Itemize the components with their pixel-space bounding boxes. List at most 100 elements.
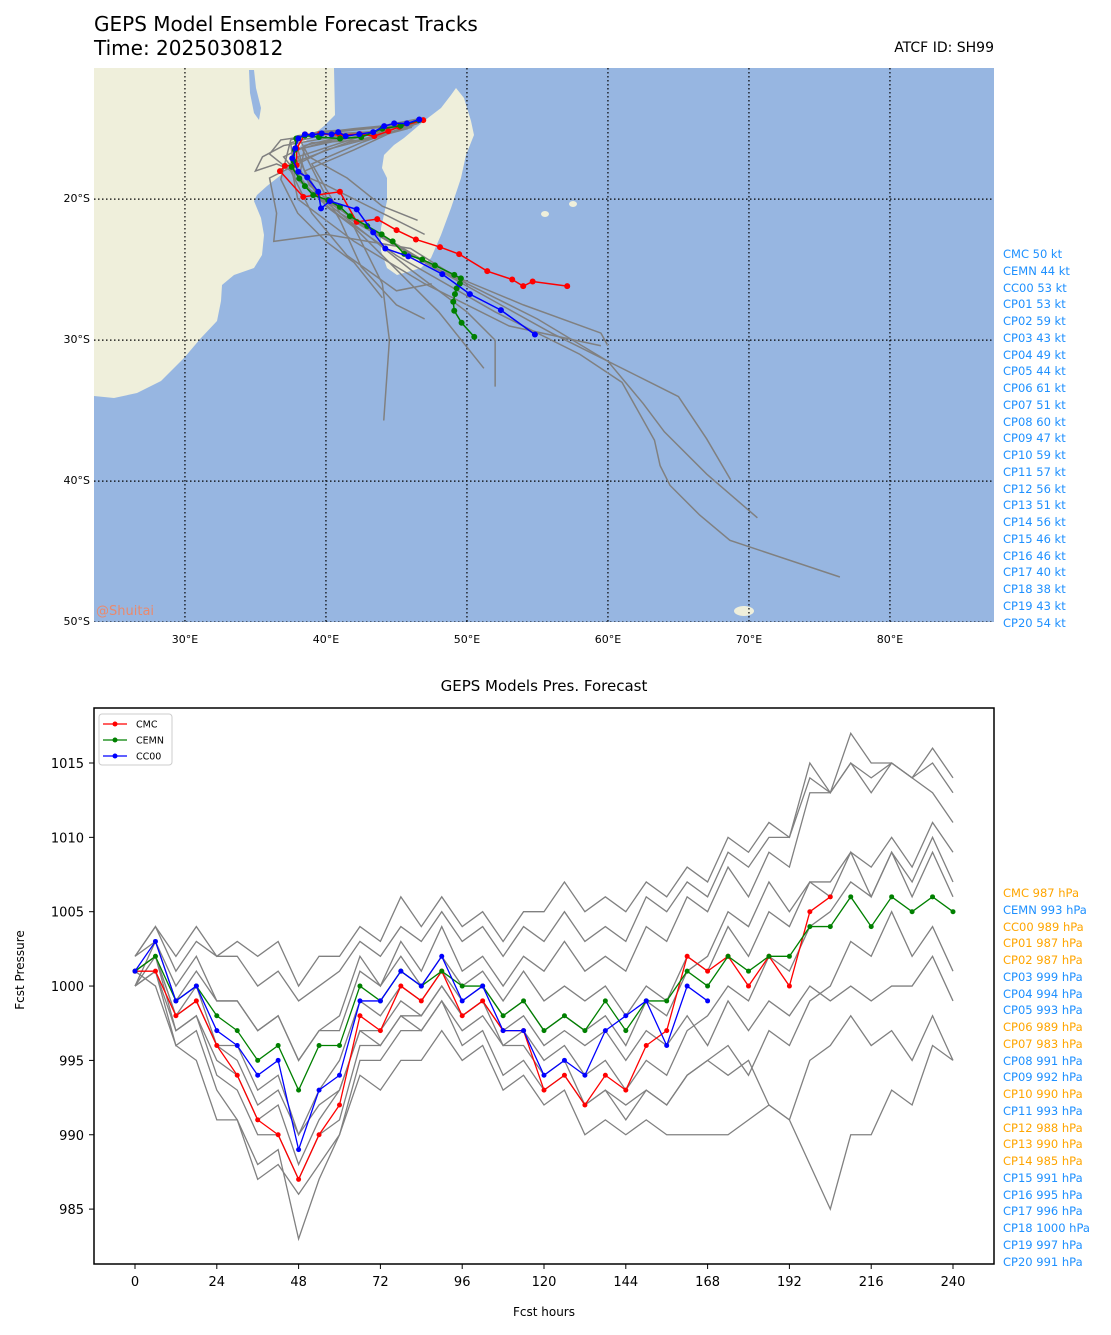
data-point xyxy=(337,1102,342,1108)
member-pressure-line xyxy=(134,970,954,1196)
lon-tick-label: 80°E xyxy=(876,633,904,646)
data-point xyxy=(480,998,486,1004)
track-point xyxy=(437,244,444,251)
legend-box xyxy=(98,713,173,766)
data-point xyxy=(275,1057,281,1063)
data-point xyxy=(561,1057,567,1063)
track-point xyxy=(326,198,333,205)
data-point xyxy=(664,998,670,1004)
x-tick-label: 216 xyxy=(859,1275,884,1290)
track-point xyxy=(458,319,465,326)
legend: CMC CEMN CC00 xyxy=(98,713,173,766)
data-point xyxy=(296,1147,302,1153)
data-point xyxy=(439,953,445,959)
data-point xyxy=(807,909,813,915)
pressure-item: CP14 985 hPa xyxy=(1003,1154,1083,1168)
track-point xyxy=(520,283,527,290)
pressure-item: CEMN 993 hPa xyxy=(1003,902,1087,917)
x-tick-label: 240 xyxy=(941,1275,966,1290)
pressure-item: CP17 996 hPa xyxy=(1003,1204,1083,1219)
data-point xyxy=(296,1176,302,1182)
track-point xyxy=(301,131,308,138)
data-point xyxy=(602,1028,608,1034)
pressure-item: CP11 993 hPa xyxy=(1003,1103,1083,1118)
data-point xyxy=(357,1013,363,1019)
track-point xyxy=(529,278,536,285)
lat-tick-label: 30°S xyxy=(63,333,90,347)
data-point xyxy=(275,1043,281,1049)
legend-marker xyxy=(112,737,118,743)
data-point xyxy=(705,998,711,1004)
member-pressure-line xyxy=(134,731,954,1002)
track-point xyxy=(416,116,423,123)
data-point xyxy=(234,1028,240,1034)
track-point xyxy=(295,168,302,175)
data-point xyxy=(561,1013,567,1019)
mauritius-island xyxy=(541,211,549,217)
atcf-id: ATCF ID: SH99 xyxy=(894,40,994,56)
track-point xyxy=(370,129,377,136)
intensity-item: CP05 44 kt xyxy=(1003,364,1066,379)
pressure-item: CP16 995 hPa xyxy=(1003,1187,1083,1202)
track-point xyxy=(453,285,460,292)
pressure-item: CP19 997 hPa xyxy=(1003,1237,1083,1252)
legend-label: CC00 xyxy=(136,752,161,763)
data-point xyxy=(930,894,936,900)
data-point xyxy=(152,953,158,959)
track-point xyxy=(356,131,363,138)
track-point xyxy=(403,120,410,127)
data-point xyxy=(684,953,690,959)
data-point xyxy=(848,894,854,900)
track-point xyxy=(276,168,283,175)
lon-tick-label: 50°E xyxy=(453,633,481,646)
data-point xyxy=(296,1087,302,1093)
data-point xyxy=(193,983,199,989)
data-point xyxy=(664,1028,670,1034)
intensity-item: CP09 47 kt xyxy=(1003,431,1066,446)
pressure-item: CP04 994 hPa xyxy=(1003,986,1083,1001)
data-point xyxy=(459,983,465,989)
intensity-item: CEMN 44 kt xyxy=(1003,263,1070,278)
data-point xyxy=(316,1132,322,1138)
x-tick-label: 48 xyxy=(290,1275,307,1290)
data-point xyxy=(541,1087,547,1093)
reunion-island xyxy=(569,201,577,207)
intensity-item: CP15 46 kt xyxy=(1003,531,1066,546)
track-point xyxy=(318,130,325,137)
track-point xyxy=(301,183,308,190)
data-point xyxy=(786,953,792,959)
data-point xyxy=(337,1072,342,1078)
data-point xyxy=(255,1072,261,1078)
data-point xyxy=(316,1043,322,1049)
data-point xyxy=(664,1043,670,1049)
data-point xyxy=(193,998,199,1004)
x-tick-label: 0 xyxy=(131,1275,139,1290)
intensity-item: CC00 53 kt xyxy=(1003,280,1067,295)
series-cc00 xyxy=(132,938,711,1153)
track-point xyxy=(456,251,463,258)
track-point xyxy=(412,236,419,243)
track-point xyxy=(484,268,491,275)
track-map xyxy=(94,68,994,622)
pressure-item: CP18 1000 hPa xyxy=(1003,1221,1090,1235)
data-point xyxy=(705,983,711,989)
intensity-item: CP13 51 kt xyxy=(1003,498,1066,513)
intensity-item: CP04 49 kt xyxy=(1003,347,1066,362)
data-point xyxy=(950,909,956,915)
data-point xyxy=(582,1102,588,1108)
intensity-item: CP20 54 kt xyxy=(1003,615,1066,630)
track-point xyxy=(405,253,412,260)
legend-label: CMC xyxy=(136,720,158,731)
pressure-item: CMC 987 hPa xyxy=(1003,886,1079,900)
track-point xyxy=(471,333,478,340)
track-point xyxy=(466,291,473,298)
track-point xyxy=(295,135,302,142)
intensity-item: CP14 56 kt xyxy=(1003,515,1066,529)
intensity-item: CP17 40 kt xyxy=(1003,565,1066,580)
forecast-time: Time: 2025030812 xyxy=(94,36,284,60)
lon-tick-label: 30°E xyxy=(171,633,199,646)
data-point xyxy=(521,1028,527,1034)
pressure-item: CP02 987 hPa xyxy=(1003,953,1083,967)
data-point xyxy=(377,998,383,1004)
data-point xyxy=(827,924,833,930)
